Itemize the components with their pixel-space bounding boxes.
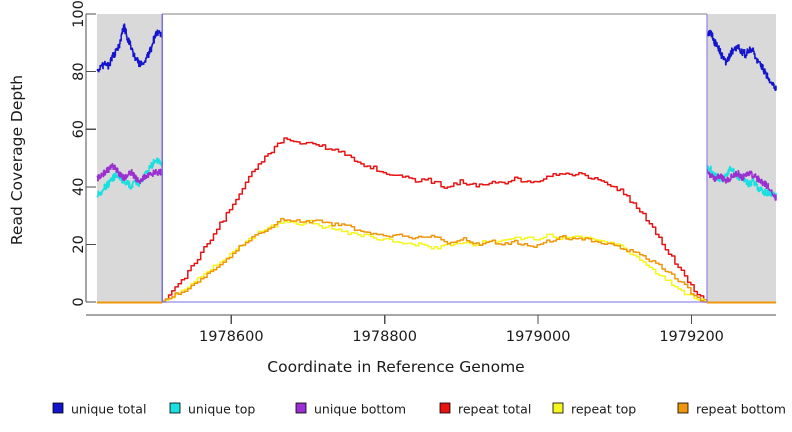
legend-label-repeat-total: repeat total [458, 402, 531, 417]
x-tick-label-1979000: 1979000 [506, 329, 571, 345]
legend-item-unique-bottom[interactable]: unique bottom [295, 402, 406, 417]
legend-swatch-unique-top-icon [169, 402, 181, 414]
legend-item-unique-top[interactable]: unique top [169, 402, 255, 417]
legend-swatch-repeat-bottom-icon [677, 402, 689, 414]
legend-label-repeat-bottom: repeat bottom [696, 402, 786, 417]
series-unique-total-seg1 [706, 29, 777, 92]
region-boundary-layer [161, 13, 708, 303]
x-tick-label-1978800: 1978800 [352, 329, 417, 345]
series-unique-total-seg0 [96, 23, 163, 73]
y-tick-label-0: 0 [71, 297, 87, 306]
legend-swatch-unique-bottom-icon [295, 402, 307, 414]
axes-layer: 0 20 40 60 80 100 1978600 1978800 1979000 1979200 [71, 0, 776, 345]
series-layer [96, 23, 777, 304]
legend-label-unique-total: unique total [71, 402, 146, 417]
legend-swatch-unique-total-icon [52, 402, 64, 414]
legend-swatch-repeat-total-icon [439, 402, 451, 414]
legend-item-repeat-top[interactable]: repeat top [552, 402, 636, 417]
series-unique-bottom-seg1 [706, 168, 777, 201]
chart-legend: unique total unique top unique bottom repea… [52, 402, 786, 417]
series-repeat-total [162, 137, 708, 303]
series-unique-top-seg0 [96, 157, 163, 198]
legend-swatch-repeat-top-icon [552, 402, 564, 414]
right-flank-unique-region [706, 14, 776, 302]
y-tick-label-20: 20 [71, 235, 87, 253]
y-tick-label-40: 40 [71, 178, 87, 196]
legend-label-unique-bottom: unique bottom [314, 402, 406, 417]
legend-item-repeat-total[interactable]: repeat total [439, 402, 531, 417]
legend-label-repeat-top: repeat top [571, 402, 636, 417]
legend-label-unique-top: unique top [188, 402, 255, 417]
y-axis-title: Read Coverage Depth [8, 75, 26, 245]
legend-item-repeat-bottom[interactable]: repeat bottom [677, 402, 786, 417]
left-flank-unique-region [97, 14, 163, 302]
y-tick-label-60: 60 [71, 120, 87, 138]
series-repeat-top [162, 219, 708, 302]
series-repeat-bottom [162, 217, 708, 303]
y-tick-label-100: 100 [71, 0, 87, 28]
y-tick-label-80: 80 [71, 62, 87, 80]
legend-item-unique-total[interactable]: unique total [52, 402, 146, 417]
series-unique-bottom-seg0 [96, 163, 163, 185]
x-axis-title: Coordinate in Reference Genome [267, 358, 524, 376]
x-tick-label-1978600: 1978600 [199, 329, 264, 345]
x-tick-label-1979200: 1979200 [659, 329, 724, 345]
